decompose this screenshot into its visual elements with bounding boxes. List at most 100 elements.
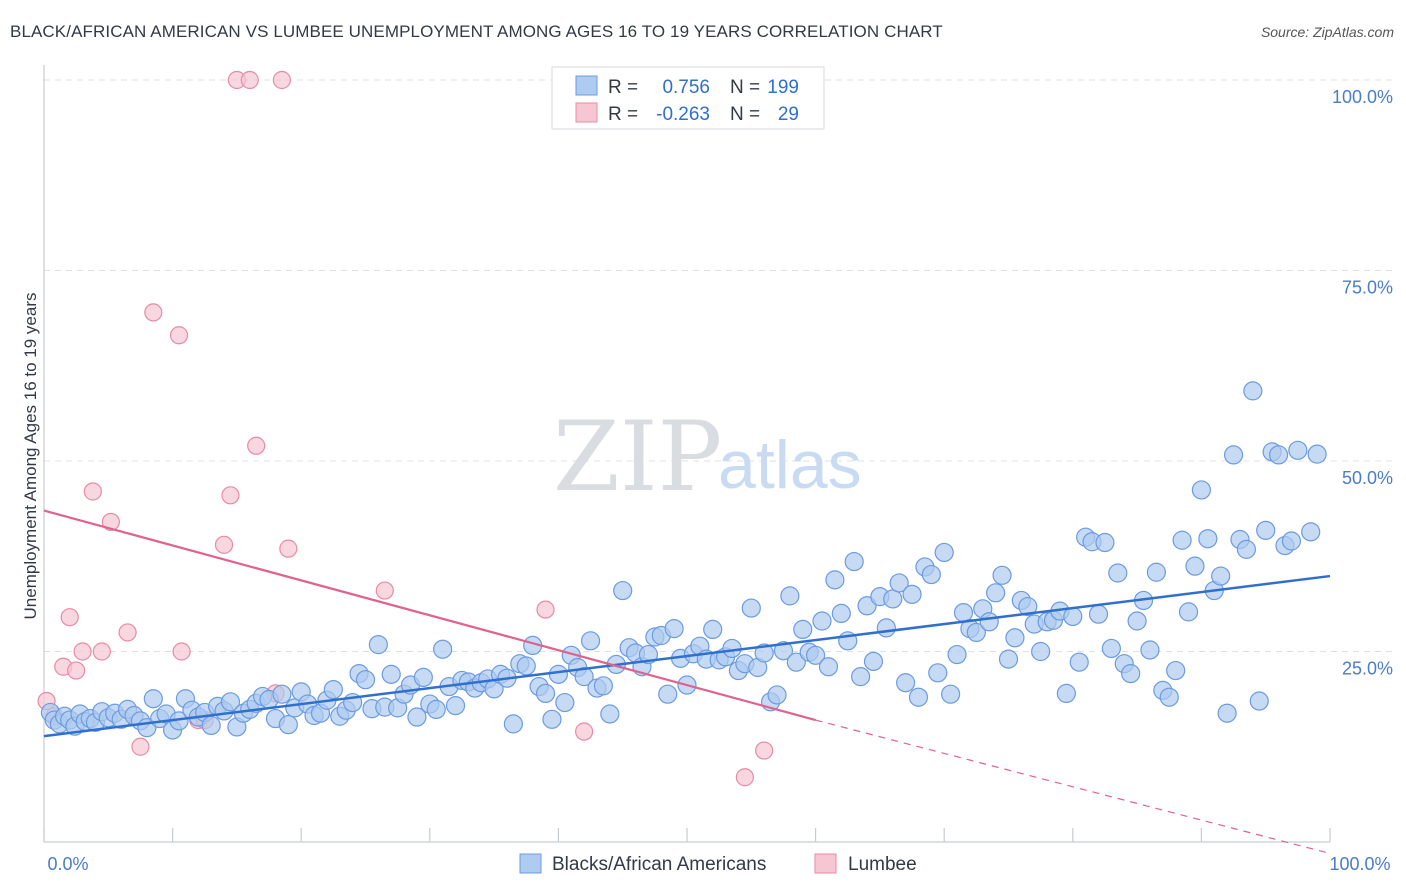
black-point-55 bbox=[381, 664, 401, 684]
legend-swatch-lumbee bbox=[814, 853, 837, 874]
lumbee-point-7 bbox=[92, 642, 111, 661]
black-point-135 bbox=[896, 673, 916, 693]
black-point-125 bbox=[831, 603, 851, 624]
black-point-65 bbox=[445, 696, 466, 716]
lumbee-point-26 bbox=[575, 722, 594, 741]
legend-r-value-2: -0.263 bbox=[656, 104, 710, 125]
y-tick-labels: 100.0% 75.0% 50.0% 25.0% bbox=[1332, 87, 1393, 679]
black-point-137 bbox=[908, 687, 929, 707]
black-point-152 bbox=[1005, 628, 1025, 648]
black-point-146 bbox=[966, 622, 986, 643]
black-point-168 bbox=[1108, 563, 1128, 583]
black-point-82 bbox=[555, 692, 575, 713]
black-point-148 bbox=[979, 612, 999, 632]
black-point-171 bbox=[1127, 611, 1147, 631]
black-point-179 bbox=[1178, 602, 1199, 622]
black-point-79 bbox=[535, 683, 556, 704]
black-point-63 bbox=[433, 639, 453, 659]
black-point-149 bbox=[986, 583, 1006, 603]
black-point-136 bbox=[902, 584, 922, 604]
black-point-74 bbox=[503, 714, 523, 734]
black-point-143 bbox=[947, 644, 967, 665]
black-point-189 bbox=[1243, 381, 1263, 401]
black-point-185 bbox=[1217, 703, 1237, 723]
y-tick-label-100: 100.0% bbox=[1332, 87, 1393, 107]
black-point-60 bbox=[413, 667, 433, 688]
lumbee-point-20 bbox=[240, 70, 259, 90]
black-point-186 bbox=[1223, 445, 1244, 465]
black-point-180 bbox=[1185, 556, 1205, 576]
black-point-165 bbox=[1088, 604, 1109, 624]
lumbee-point-5 bbox=[73, 642, 92, 661]
lumbee-point-16 bbox=[214, 535, 234, 554]
lumbee-point-11 bbox=[144, 303, 163, 322]
black-point-151 bbox=[998, 649, 1019, 669]
chart-title: BLACK/AFRICAN AMERICAN VS LUMBEE UNEMPLO… bbox=[10, 22, 943, 41]
black-point-38 bbox=[272, 684, 292, 704]
black-point-193 bbox=[1268, 445, 1289, 465]
lumbee-point-6 bbox=[83, 482, 102, 501]
lumbee-point-19 bbox=[247, 436, 266, 455]
legend-n-value-2: 29 bbox=[778, 104, 799, 125]
black-point-197 bbox=[1301, 522, 1321, 542]
y-tick-label-75: 75.0% bbox=[1342, 278, 1393, 298]
black-point-166 bbox=[1095, 532, 1115, 553]
black-point-176 bbox=[1159, 687, 1179, 707]
source-credit: Source: ZipAtlas.com bbox=[1260, 24, 1394, 40]
legend-swatch-blue bbox=[575, 75, 598, 96]
x-tick-label-min: 0.0% bbox=[47, 854, 88, 874]
black-point-18 bbox=[143, 689, 163, 709]
black-point-173 bbox=[1140, 640, 1160, 660]
trendlines bbox=[43, 509, 1331, 855]
black-point-122 bbox=[812, 611, 832, 631]
black-point-51 bbox=[355, 670, 376, 690]
black-point-59 bbox=[407, 707, 427, 727]
black-point-115 bbox=[767, 685, 787, 705]
lumbee-point-10 bbox=[131, 737, 150, 756]
black-point-190 bbox=[1249, 691, 1269, 711]
black-point-123 bbox=[818, 657, 839, 677]
lumbee-point-12 bbox=[169, 326, 189, 345]
black-point-46 bbox=[323, 679, 343, 700]
legend-n-label-1: N = bbox=[730, 77, 760, 98]
black-point-170 bbox=[1121, 663, 1141, 684]
black-point-154 bbox=[1018, 596, 1038, 617]
watermark: ZIP atlas bbox=[553, 401, 862, 513]
black-point-119 bbox=[793, 619, 813, 640]
legend-r-label-1: R = bbox=[608, 77, 638, 98]
watermark-atlas: atlas bbox=[718, 427, 862, 503]
black-point-156 bbox=[1031, 641, 1051, 662]
lumbee-point-21 bbox=[272, 70, 292, 90]
black-point-27 bbox=[201, 715, 221, 736]
black-point-118 bbox=[786, 652, 806, 672]
lumbee-point-27 bbox=[735, 768, 754, 787]
black-trendline bbox=[43, 574, 1331, 738]
legend-swatch-pink bbox=[575, 102, 598, 123]
black-point-133 bbox=[883, 589, 903, 609]
black-point-178 bbox=[1172, 530, 1192, 550]
black-point-88 bbox=[593, 676, 614, 696]
black-point-167 bbox=[1101, 638, 1121, 659]
black-point-89 bbox=[600, 704, 620, 724]
black-point-95 bbox=[638, 644, 659, 665]
black-point-116 bbox=[773, 641, 794, 661]
black-point-30 bbox=[220, 692, 241, 712]
black-point-127 bbox=[844, 551, 864, 572]
black-point-141 bbox=[934, 542, 954, 563]
black-point-144 bbox=[953, 603, 974, 623]
black-point-98 bbox=[658, 684, 678, 704]
black-point-80 bbox=[542, 709, 562, 729]
lumbee-point-28 bbox=[755, 741, 774, 760]
legend-n-value-1: 199 bbox=[767, 77, 799, 98]
black-point-139 bbox=[921, 564, 941, 585]
black-point-188 bbox=[1236, 539, 1257, 559]
black-point-81 bbox=[548, 664, 569, 684]
black-point-99 bbox=[664, 619, 684, 639]
black-point-161 bbox=[1063, 606, 1083, 627]
black-point-140 bbox=[928, 663, 948, 683]
lumbee-point-8 bbox=[101, 512, 120, 532]
black-point-62 bbox=[426, 699, 446, 720]
black-point-128 bbox=[851, 667, 871, 687]
black-point-124 bbox=[825, 570, 845, 590]
